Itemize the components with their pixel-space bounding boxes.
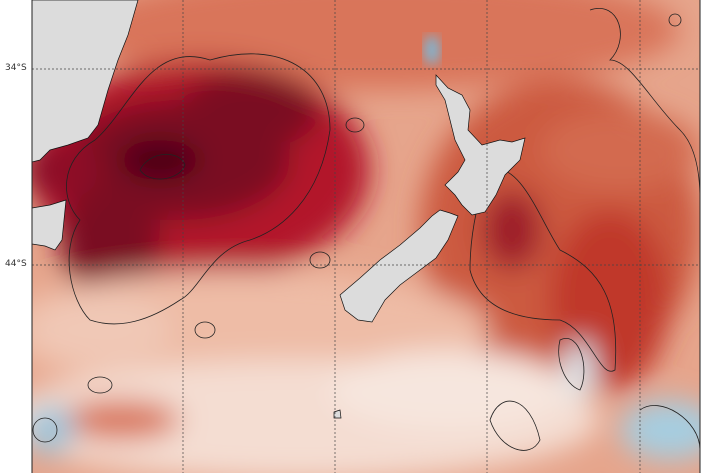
land [32, 0, 526, 419]
australia [32, 0, 139, 163]
stewart-island [333, 409, 342, 419]
map-frame [31, 0, 701, 473]
latitude-label-34s: 34°S [5, 63, 27, 73]
tasmania [32, 199, 67, 251]
latitude-label-44s: 44°S [5, 259, 27, 269]
north-island [435, 74, 526, 216]
contour-lines [32, 8, 700, 451]
south-island [339, 209, 459, 323]
graticule [32, 0, 700, 473]
cool-anomaly-patch [424, 35, 440, 65]
